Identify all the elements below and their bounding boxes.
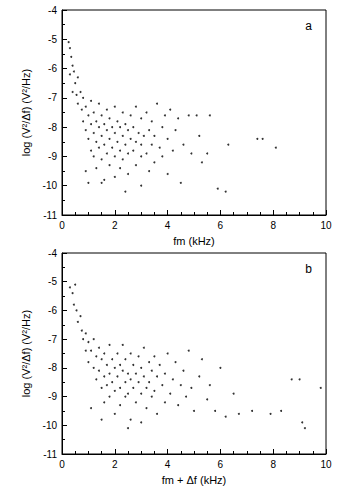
- svg-text:2: 2: [112, 459, 118, 470]
- svg-text:-9: -9: [48, 391, 57, 402]
- svg-text:-8: -8: [48, 362, 57, 373]
- svg-text:a: a: [305, 19, 312, 33]
- svg-text:log (V²/Δf) (V²/Hz): log (V²/Δf) (V²/Hz): [20, 310, 32, 397]
- svg-text:-10: -10: [43, 420, 58, 431]
- svg-text:4: 4: [165, 459, 171, 470]
- svg-text:10: 10: [320, 220, 332, 231]
- svg-text:0: 0: [59, 459, 65, 470]
- svg-text:6: 6: [218, 459, 224, 470]
- svg-text:b: b: [305, 262, 312, 276]
- svg-text:-6: -6: [48, 63, 57, 74]
- svg-text:-5: -5: [48, 276, 57, 287]
- svg-text:8: 8: [270, 220, 276, 231]
- svg-text:-7: -7: [48, 334, 57, 345]
- svg-text:0: 0: [59, 220, 65, 231]
- svg-text:log (V²/Δf) (V²/Hz): log (V²/Δf) (V²/Hz): [20, 69, 32, 156]
- svg-text:fm + Δf (kHz): fm + Δf (kHz): [162, 474, 227, 486]
- svg-text:-8: -8: [48, 122, 57, 133]
- svg-text:-10: -10: [43, 180, 58, 191]
- svg-text:-9: -9: [48, 151, 57, 162]
- svg-text:-6: -6: [48, 305, 57, 316]
- svg-text:fm (kHz): fm (kHz): [173, 235, 215, 247]
- svg-text:4: 4: [165, 220, 171, 231]
- svg-text:-5: -5: [48, 34, 57, 45]
- svg-text:2: 2: [112, 220, 118, 231]
- svg-text:-11: -11: [43, 210, 57, 221]
- svg-text:-4: -4: [48, 5, 57, 16]
- svg-text:10: 10: [320, 459, 332, 470]
- svg-text:6: 6: [218, 220, 224, 231]
- svg-text:-11: -11: [43, 449, 57, 460]
- svg-text:-4: -4: [48, 248, 57, 259]
- svg-text:8: 8: [270, 459, 276, 470]
- svg-text:-7: -7: [48, 92, 57, 103]
